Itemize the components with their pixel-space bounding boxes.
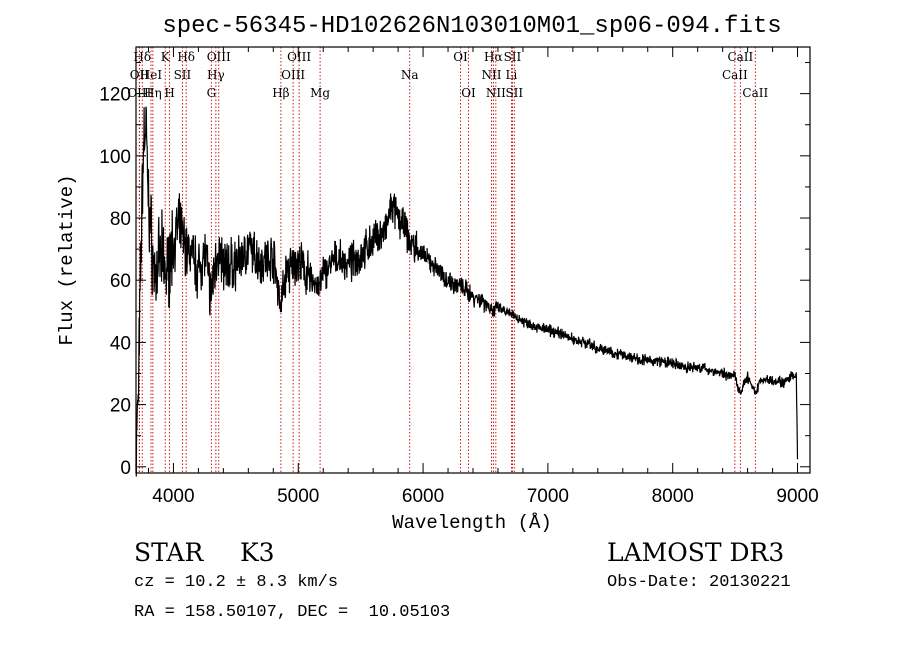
line-label: Li (506, 68, 518, 82)
chart-title: spec-56345-HD102626N103010M01_sp06-094.f… (162, 13, 781, 40)
line-label: NII (486, 86, 506, 100)
y-tick-label: 40 (110, 333, 131, 354)
redshift-info: cz = 10.2 ± 8.3 km/s (134, 573, 339, 592)
coordinates: RA = 158.50107, DEC = 10.05103 (134, 603, 451, 622)
line-label: Hδ (177, 50, 195, 64)
line-label: OI (453, 50, 468, 64)
line-label: Hη (144, 86, 162, 100)
survey-name: LAMOST DR3 (607, 538, 785, 567)
line-label: Hβ (272, 86, 289, 100)
y-axis-label: Flux (relative) (56, 174, 78, 345)
spectral-line-markers (138, 47, 756, 473)
line-label: CaII (722, 68, 748, 82)
line-label: OIII (281, 68, 305, 82)
line-label: OI (461, 86, 476, 100)
line-label: Hδ (133, 50, 151, 64)
line-label: SII (174, 68, 192, 82)
line-label: Hγ (207, 68, 225, 82)
line-label: HeI (140, 68, 163, 82)
object-class: STAR (134, 538, 204, 567)
y-tick-label: 0 (120, 458, 131, 479)
line-label: G (207, 86, 217, 100)
line-label: H (164, 86, 174, 100)
y-tick-label: 120 (99, 85, 131, 106)
line-label: CaII (727, 50, 753, 64)
x-axis-label: Wavelength (Å) (392, 512, 552, 534)
line-label: Hα (484, 50, 503, 64)
line-label: NII (481, 68, 501, 82)
x-tick-label: 6000 (402, 486, 444, 507)
x-tick-label: 4000 (152, 486, 194, 507)
line-label: OII (130, 68, 150, 82)
y-axis-ticks: 0 20 40 60 80 100 120 (99, 62, 810, 479)
y-tick-label: 20 (110, 396, 131, 417)
line-label: SII (505, 86, 523, 100)
object-subclass: K3 (240, 538, 275, 567)
line-label: CaII (742, 86, 768, 100)
x-tick-label: 5000 (277, 486, 319, 507)
line-label: OIII (287, 50, 311, 64)
x-tick-label: 7000 (527, 486, 569, 507)
x-axis-ticks: 4000 5000 6000 7000 8000 9000 (147, 47, 819, 507)
line-label: OIII (127, 86, 151, 100)
plot-frame (135, 46, 811, 474)
spectrum-line (135, 106, 799, 477)
line-label: Na (401, 68, 419, 82)
line-label: K (161, 50, 171, 64)
line-label: SII (504, 50, 522, 64)
y-tick-label: 60 (110, 271, 131, 292)
x-tick-label: 9000 (776, 486, 818, 507)
observation-date: Obs-Date: 20130221 (607, 573, 791, 592)
y-tick-label: 100 (99, 147, 131, 168)
y-tick-label: 80 (110, 209, 131, 230)
line-label: OIII (207, 50, 231, 64)
line-label: Mg (310, 86, 330, 100)
x-tick-label: 8000 (652, 486, 694, 507)
